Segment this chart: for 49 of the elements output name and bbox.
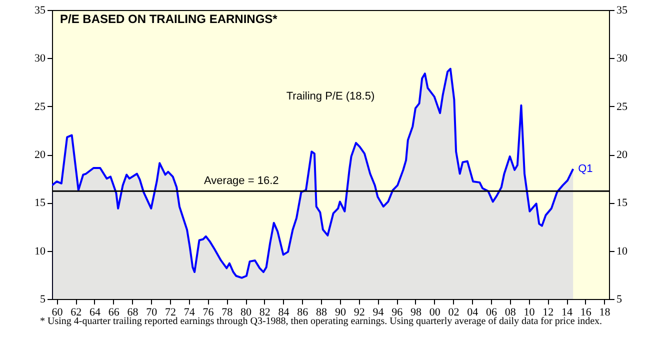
x-tick-label: 08 — [504, 306, 516, 318]
y2-tick-label: 35 — [616, 4, 628, 16]
y-tick-label: 25 — [34, 100, 46, 113]
y-tick-label: 20 — [34, 149, 46, 161]
chart-title: P/E BASED ON TRAILING EARNINGS* — [60, 12, 278, 26]
y2-tick-label: 20 — [616, 149, 628, 161]
y2-tick-label: 5 — [616, 294, 622, 306]
x-tick-label: 06 — [486, 306, 498, 318]
x-tick-label: 60 — [52, 306, 64, 318]
y2-tick-label: 15 — [616, 197, 628, 210]
x-tick-label: 70 — [146, 306, 158, 318]
x-tick-label: 64 — [89, 306, 101, 318]
x-tick-label: 86 — [297, 306, 309, 318]
y2-tick-label: 30 — [616, 52, 628, 65]
x-tick-label: 04 — [467, 306, 479, 318]
x-tick-label: 98 — [410, 306, 422, 318]
x-tick-label: 62 — [70, 306, 82, 318]
x-tick-label: 72 — [165, 306, 176, 318]
x-tick-label: 18 — [599, 306, 611, 318]
x-tick-label: 66 — [108, 306, 120, 318]
y-tick-label: 30 — [34, 52, 46, 65]
x-tick-label: 00 — [429, 306, 441, 318]
y-tick-label: 15 — [34, 197, 46, 210]
x-tick-label: 94 — [372, 306, 384, 318]
x-tick-label: 68 — [127, 306, 139, 318]
ref-line-label: Average = 16.2 — [204, 175, 279, 188]
y-tick-label: 5 — [40, 294, 46, 306]
x-tick-label: 74 — [184, 306, 196, 318]
x-tick-label: 92 — [354, 306, 365, 318]
x-tick-label: 82 — [259, 306, 270, 318]
y-tick-label: 10 — [34, 245, 46, 258]
x-tick-label: 02 — [448, 306, 460, 318]
x-tick-label: 88 — [316, 306, 328, 318]
x-tick-label: 14 — [562, 306, 574, 318]
x-tick-label: 96 — [392, 306, 404, 318]
y2-tick-label: 25 — [616, 100, 628, 113]
x-tick-label: 16 — [580, 306, 592, 318]
x-tick-label: 76 — [202, 306, 214, 318]
y2-tick-label: 10 — [616, 245, 628, 258]
annotation: Q1 — [578, 162, 593, 175]
x-tick-label: 90 — [334, 306, 346, 318]
x-tick-label: 12 — [542, 306, 554, 318]
annotation: Trailing P/E (18.5) — [286, 90, 375, 103]
x-tick-label: 80 — [240, 306, 252, 318]
x-tick-label: 78 — [222, 306, 234, 318]
text: * Using 4-quarter trailing reported earnings through Q3-1988, then operating earnings. Using quarterly average of daily data for price index. — [40, 316, 602, 327]
y-tick-label: 35 — [34, 4, 46, 16]
x-tick-label: 84 — [278, 306, 290, 318]
x-tick-label: 10 — [524, 306, 536, 318]
